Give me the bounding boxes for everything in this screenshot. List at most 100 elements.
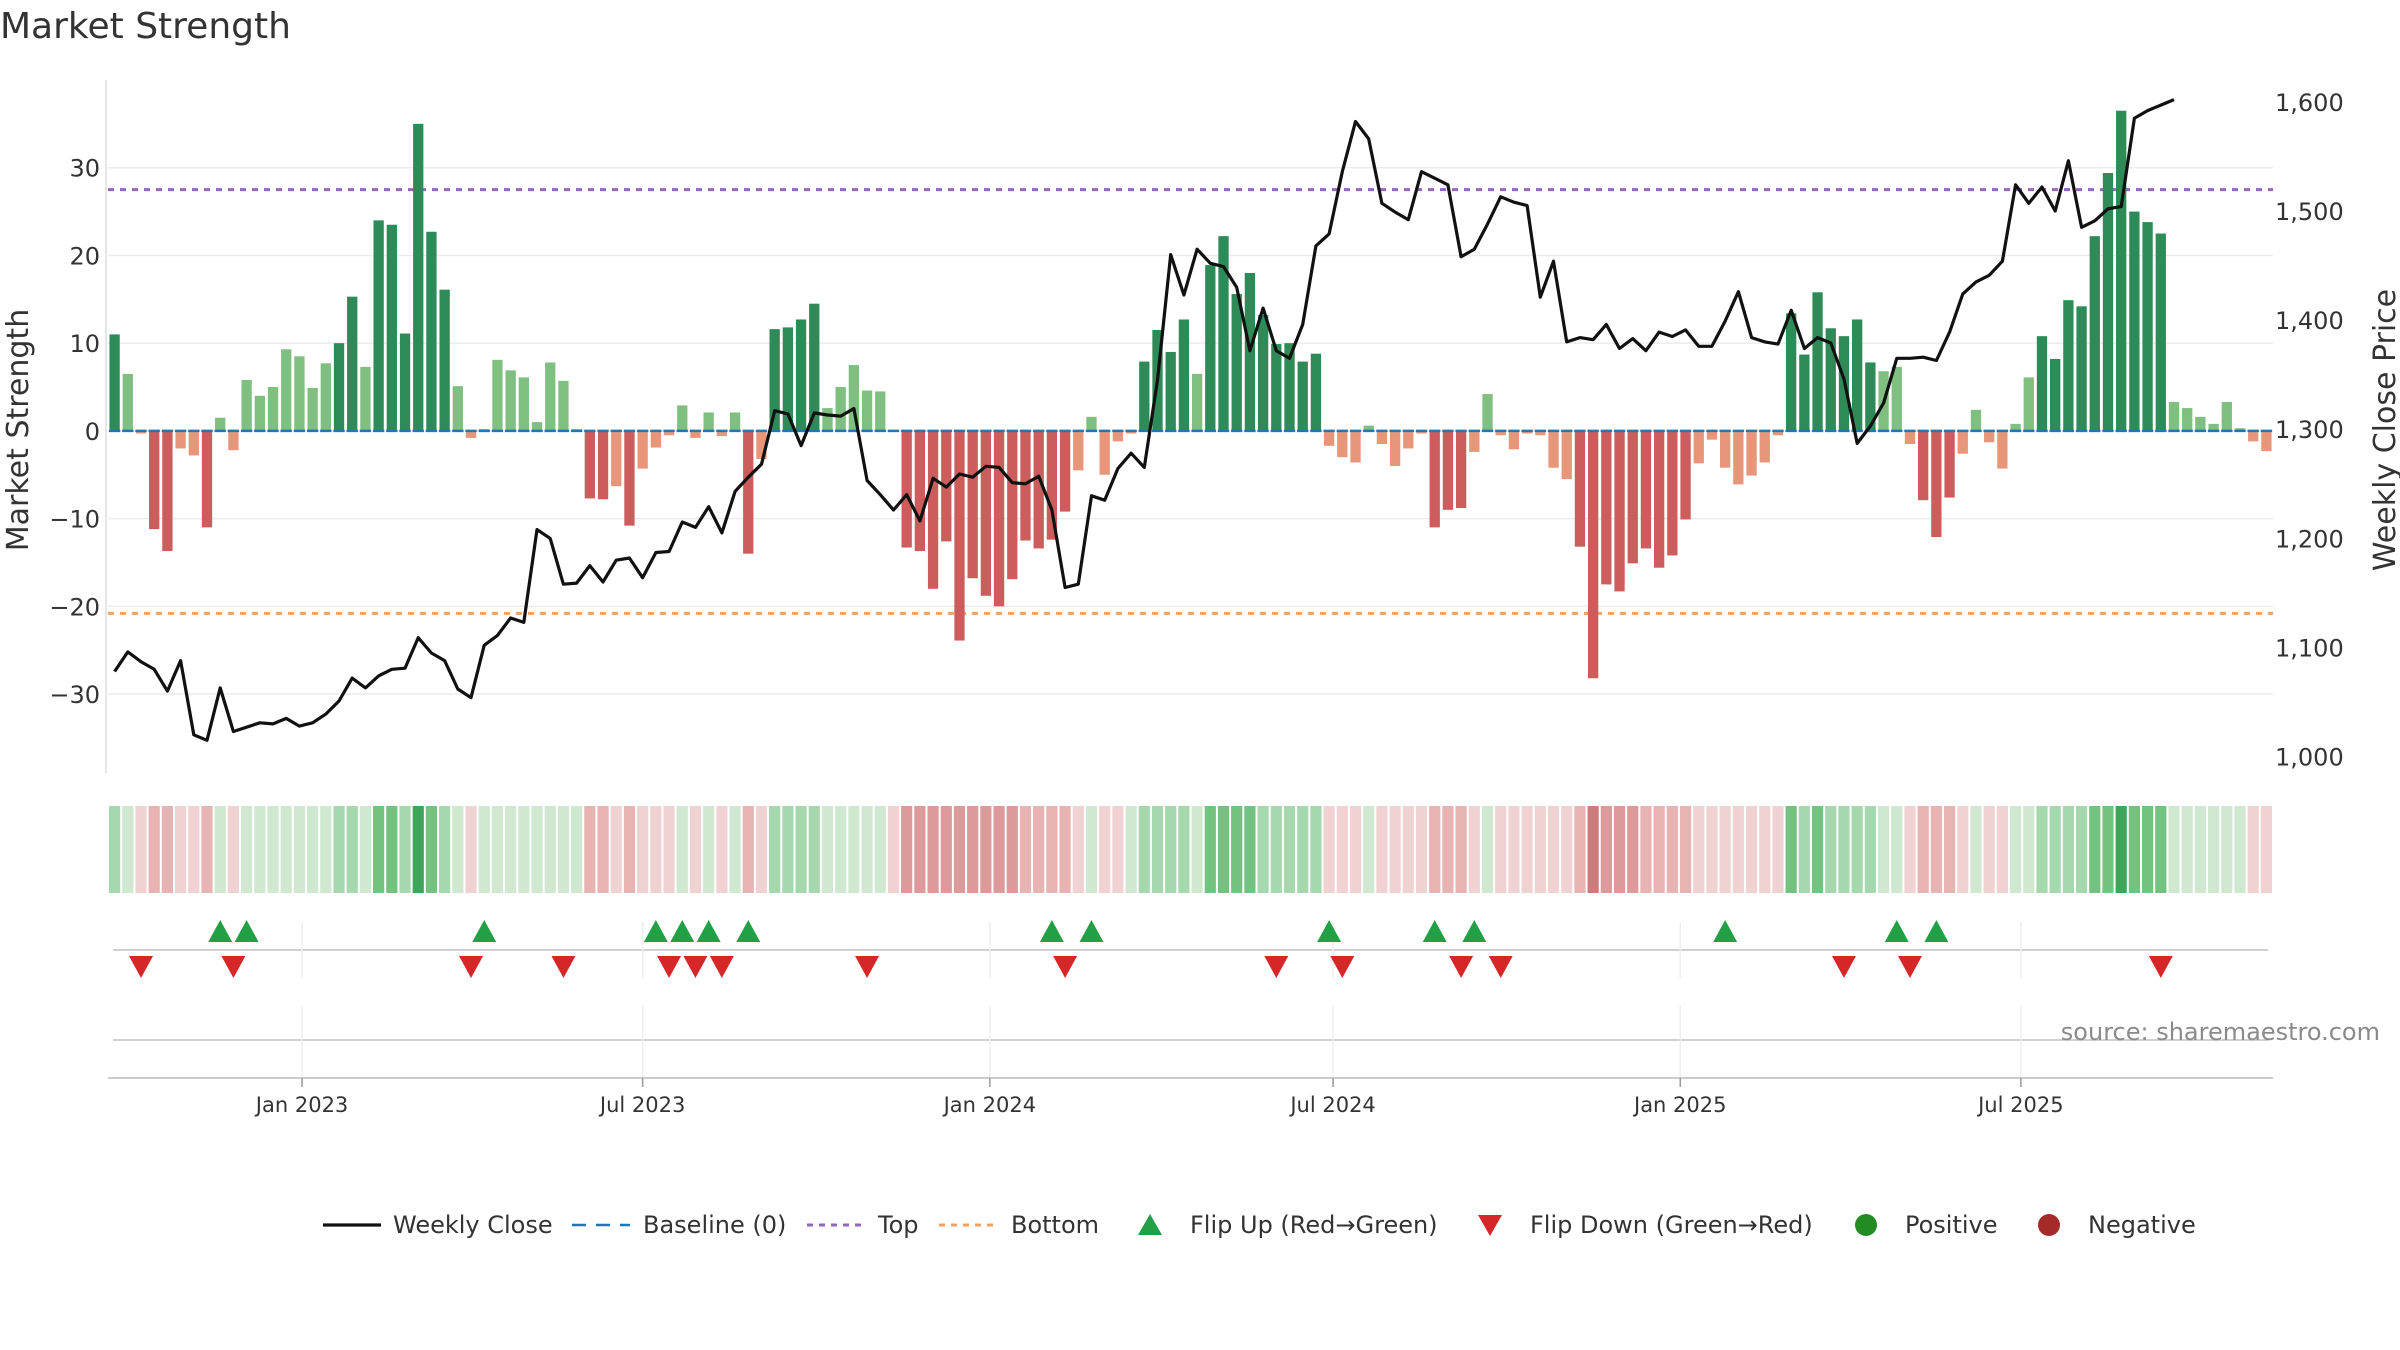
weekly-close-series [113, 98, 2175, 742]
strength-bar [1363, 425, 1374, 431]
heat-cell [650, 806, 662, 893]
strength-bar [2142, 222, 2153, 431]
strength-bar [1389, 430, 1401, 466]
heat-cell [571, 806, 583, 893]
heat-cell [1613, 806, 1626, 893]
strength-bar [1257, 315, 1269, 431]
heat-cell [1138, 806, 1150, 893]
heat-cell [1349, 806, 1362, 893]
strength-bar [426, 231, 437, 431]
strength-bar [1587, 430, 1599, 679]
flip-down-marker [2148, 956, 2173, 978]
strength-bar [320, 363, 331, 431]
strength-bar [1786, 313, 1797, 431]
strength-bar [703, 412, 714, 431]
strength-bar [2208, 423, 2219, 431]
strength-bar [822, 408, 833, 431]
strength-bar [1693, 430, 1704, 464]
strength-bar [1284, 343, 1295, 431]
heat-cell [1745, 806, 1758, 893]
strength-bar [2089, 236, 2100, 431]
heat-cell [1204, 806, 1216, 893]
heat-cell [267, 806, 279, 893]
heat-cell [993, 806, 1005, 893]
heat-cell [1244, 806, 1256, 893]
strength-bar [743, 430, 754, 554]
heat-cell [1402, 806, 1414, 893]
heat-cell [1363, 806, 1375, 893]
heat-cell [307, 806, 319, 893]
heat-cell [689, 806, 702, 893]
y2-axis-title: Weekly Close Price [2368, 289, 2400, 571]
strength-bar [109, 334, 120, 431]
heat-cell [1468, 806, 1480, 893]
right-y-axis: 1,000 1,100 1,200 1,300 1,400 1,500 1,600 [2275, 89, 2344, 772]
flip-up-marker [1039, 920, 1064, 942]
heat-cell [663, 806, 675, 893]
strength-bar [1416, 430, 1427, 434]
strength-bar [1099, 430, 1110, 475]
strength-bar [1574, 430, 1586, 547]
x-tick-label: Jul 2024 [1288, 1093, 1375, 1117]
heat-cell [161, 806, 174, 893]
strength-bar [1455, 430, 1467, 509]
heat-cell [1957, 806, 1969, 893]
flip-up-marker [670, 920, 695, 942]
strength-bar [2036, 336, 2048, 431]
flip-down-marker [657, 956, 682, 978]
flip-down-marker [459, 956, 484, 978]
y2-tick-label: 1,300 [2275, 416, 2344, 444]
heat-cell [2155, 806, 2167, 893]
strength-bar [1020, 430, 1031, 541]
strength-bar [1271, 344, 1282, 431]
strength-bar [1918, 430, 1929, 501]
heat-cell [1811, 806, 1824, 893]
heat-cell [491, 806, 504, 893]
heat-cell [610, 806, 622, 893]
x-tick-label: Jan 2024 [942, 1093, 1037, 1117]
strength-bar [611, 430, 622, 487]
strength-bar [1535, 430, 1546, 436]
heat-cell [980, 806, 992, 893]
heat-cell [1864, 806, 1876, 893]
strength-bar [1403, 430, 1414, 449]
heat-cell [1679, 806, 1692, 893]
heat-cell [2036, 806, 2048, 893]
strength-bar [584, 430, 595, 499]
heat-cell [505, 806, 517, 893]
heat-cell [1706, 806, 1718, 893]
strength-bar [1680, 430, 1691, 520]
strength-bar [1178, 319, 1190, 431]
heat-cell [887, 806, 900, 893]
heat-cell [201, 806, 213, 893]
heat-cell [1772, 806, 1784, 893]
heat-cell [1653, 806, 1665, 893]
strength-bar [954, 430, 965, 641]
strength-bar [1073, 430, 1084, 471]
heat-cell [1125, 806, 1137, 893]
heat-cell [1521, 806, 1533, 893]
heat-cell [1059, 806, 1071, 893]
heat-cell [1851, 806, 1863, 893]
heat-cell [346, 806, 358, 893]
heat-cell [1666, 806, 1678, 893]
heat-cell [782, 806, 794, 893]
heat-cell [1231, 806, 1243, 893]
left-y-axis: −30 −20 −10 0 10 20 30 [49, 155, 100, 709]
heat-cell [1693, 806, 1705, 893]
heat-cell [135, 806, 147, 893]
strength-bar [1640, 430, 1652, 549]
legend-top-label: Top [877, 1211, 919, 1239]
flip-down-marker [1831, 956, 1856, 978]
flip-down-marker [1897, 956, 1922, 978]
flip-down-marker [1264, 956, 1289, 978]
heat-cell [1389, 806, 1401, 893]
strength-bar [1561, 430, 1572, 480]
legend-flip-up-icon [1138, 1214, 1162, 1235]
strength-bar [281, 349, 292, 431]
heat-cell [1547, 806, 1560, 893]
flip-up-marker [736, 920, 761, 942]
flip-up-marker [1079, 920, 1104, 942]
heat-cell [1481, 806, 1494, 893]
